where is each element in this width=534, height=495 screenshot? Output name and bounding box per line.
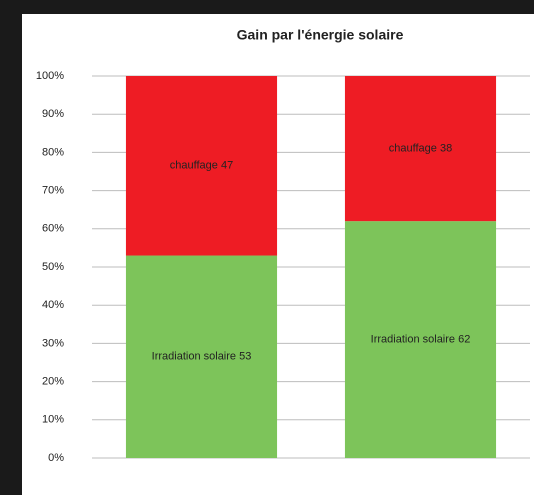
y-tick-label: 100% bbox=[36, 70, 64, 82]
chart-title: Gain par l'énergie solaire bbox=[237, 27, 404, 43]
y-tick-label: 70% bbox=[42, 185, 64, 197]
bar-segment bbox=[344, 76, 497, 222]
y-tick-label: 40% bbox=[42, 299, 64, 311]
y-tick-label: 0% bbox=[48, 452, 64, 464]
data-label: Irradiation solaire 53 bbox=[152, 351, 252, 363]
bar-segment bbox=[344, 221, 497, 458]
y-tick-label: 90% bbox=[42, 108, 64, 120]
data-label: chauffage 47 bbox=[170, 160, 233, 172]
y-tick-label: 60% bbox=[42, 223, 64, 235]
bar-segment bbox=[125, 76, 278, 256]
data-label: Irradiation solaire 62 bbox=[371, 333, 471, 345]
y-tick-label: 10% bbox=[42, 414, 64, 426]
bar-segment bbox=[125, 255, 278, 458]
data-label: chauffage 38 bbox=[389, 142, 452, 154]
y-tick-label: 80% bbox=[42, 146, 64, 158]
y-tick-label: 30% bbox=[42, 337, 64, 349]
y-tick-label: 50% bbox=[42, 261, 64, 273]
y-tick-label: 20% bbox=[42, 376, 64, 388]
